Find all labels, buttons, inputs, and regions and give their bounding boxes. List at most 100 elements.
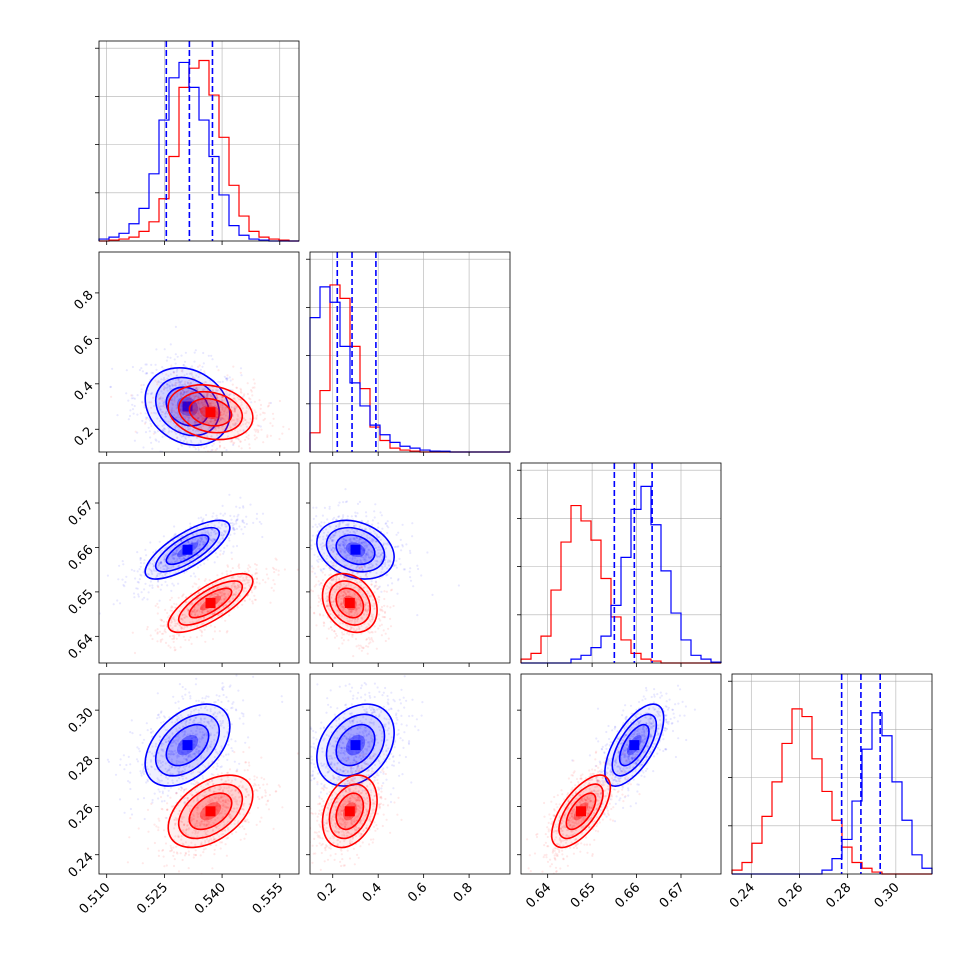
sample-point xyxy=(133,569,136,573)
panel-frame xyxy=(309,251,511,453)
sample-point xyxy=(172,616,175,619)
sample-point xyxy=(200,605,203,608)
sample-point xyxy=(355,536,358,540)
sample-point xyxy=(178,546,181,549)
sample-point xyxy=(243,599,246,602)
sample-point xyxy=(180,379,183,382)
sample-point xyxy=(356,536,359,539)
sample-point xyxy=(180,558,184,561)
sample-point xyxy=(360,605,363,608)
sample-point xyxy=(218,630,221,633)
sample-point xyxy=(365,552,368,555)
sample-point xyxy=(357,541,360,545)
sample-point xyxy=(186,615,189,618)
sample-point xyxy=(386,584,390,587)
sample-point xyxy=(174,648,177,651)
sample-point xyxy=(210,354,213,357)
sample-point xyxy=(381,610,384,613)
sample-point xyxy=(213,524,216,527)
sample-point xyxy=(380,514,383,517)
sample-point xyxy=(216,396,219,399)
sample-point xyxy=(333,588,336,591)
sample-point xyxy=(160,774,163,777)
sample-point xyxy=(342,594,345,597)
sample-point xyxy=(203,417,206,421)
sample-point xyxy=(216,587,219,590)
sample-point xyxy=(243,570,246,574)
sample-point xyxy=(380,634,383,637)
sample-point xyxy=(347,523,350,527)
sample-point xyxy=(206,530,209,533)
sample-point xyxy=(174,426,177,429)
sample-point xyxy=(357,539,360,542)
sample-point xyxy=(196,409,199,412)
sample-point xyxy=(225,753,228,756)
sample-point xyxy=(220,534,223,537)
sample-point xyxy=(171,617,174,620)
sample-point xyxy=(395,533,398,536)
sample-point xyxy=(330,548,333,552)
sample-point xyxy=(325,595,329,598)
sample-point xyxy=(207,404,210,407)
sample-point xyxy=(190,373,193,376)
sample-point xyxy=(396,545,399,548)
sample-point xyxy=(139,573,142,577)
sample-point xyxy=(239,496,242,499)
sample-point xyxy=(357,625,360,628)
sample-point xyxy=(134,577,137,580)
sample-point xyxy=(188,372,191,375)
sample-point xyxy=(199,410,202,413)
sample-point xyxy=(401,543,404,547)
sample-point xyxy=(219,549,222,552)
sample-point xyxy=(230,576,234,579)
sample-point xyxy=(366,590,370,593)
sample-point xyxy=(198,408,201,412)
sample-point xyxy=(186,733,189,736)
sample-point xyxy=(253,585,256,589)
sample-point xyxy=(318,583,321,586)
sample-point xyxy=(368,594,371,597)
sample-point xyxy=(159,381,162,384)
sample-point xyxy=(176,436,179,439)
sample-point xyxy=(214,449,217,452)
sample-point xyxy=(375,584,378,587)
sample-point xyxy=(205,402,209,405)
sample-point xyxy=(250,390,253,393)
sample-point xyxy=(214,388,218,391)
sample-point xyxy=(215,768,218,771)
sample-point xyxy=(268,402,271,405)
sample-point xyxy=(341,609,344,612)
sample-point xyxy=(129,771,132,774)
sample-point xyxy=(171,437,174,440)
sample-point xyxy=(385,522,388,525)
sample-point xyxy=(195,610,198,613)
sample-point xyxy=(317,530,320,533)
sample-point xyxy=(357,566,361,570)
sample-point xyxy=(198,396,201,399)
sample-point xyxy=(341,605,344,608)
sample-point xyxy=(184,554,187,557)
sample-point xyxy=(171,609,174,612)
sample-point xyxy=(158,562,161,565)
sample-point xyxy=(319,558,322,561)
sample-point xyxy=(360,541,363,545)
sample-point xyxy=(174,624,178,627)
sample-point xyxy=(227,423,230,426)
sample-point xyxy=(166,567,169,570)
sample-point xyxy=(351,626,354,629)
sample-point xyxy=(163,427,166,430)
sample-point xyxy=(235,527,239,531)
sample-point xyxy=(145,722,148,725)
sample-point xyxy=(342,545,346,548)
sample-point xyxy=(370,638,374,641)
sample-point xyxy=(162,404,165,407)
sample-point xyxy=(163,558,167,561)
sample-point xyxy=(192,547,195,550)
sample-point xyxy=(193,351,196,354)
sample-point xyxy=(355,565,359,569)
sample-point xyxy=(337,560,340,563)
sample-point xyxy=(363,548,367,552)
sample-point xyxy=(371,538,374,541)
sample-point xyxy=(386,531,389,535)
sample-point xyxy=(176,381,179,384)
